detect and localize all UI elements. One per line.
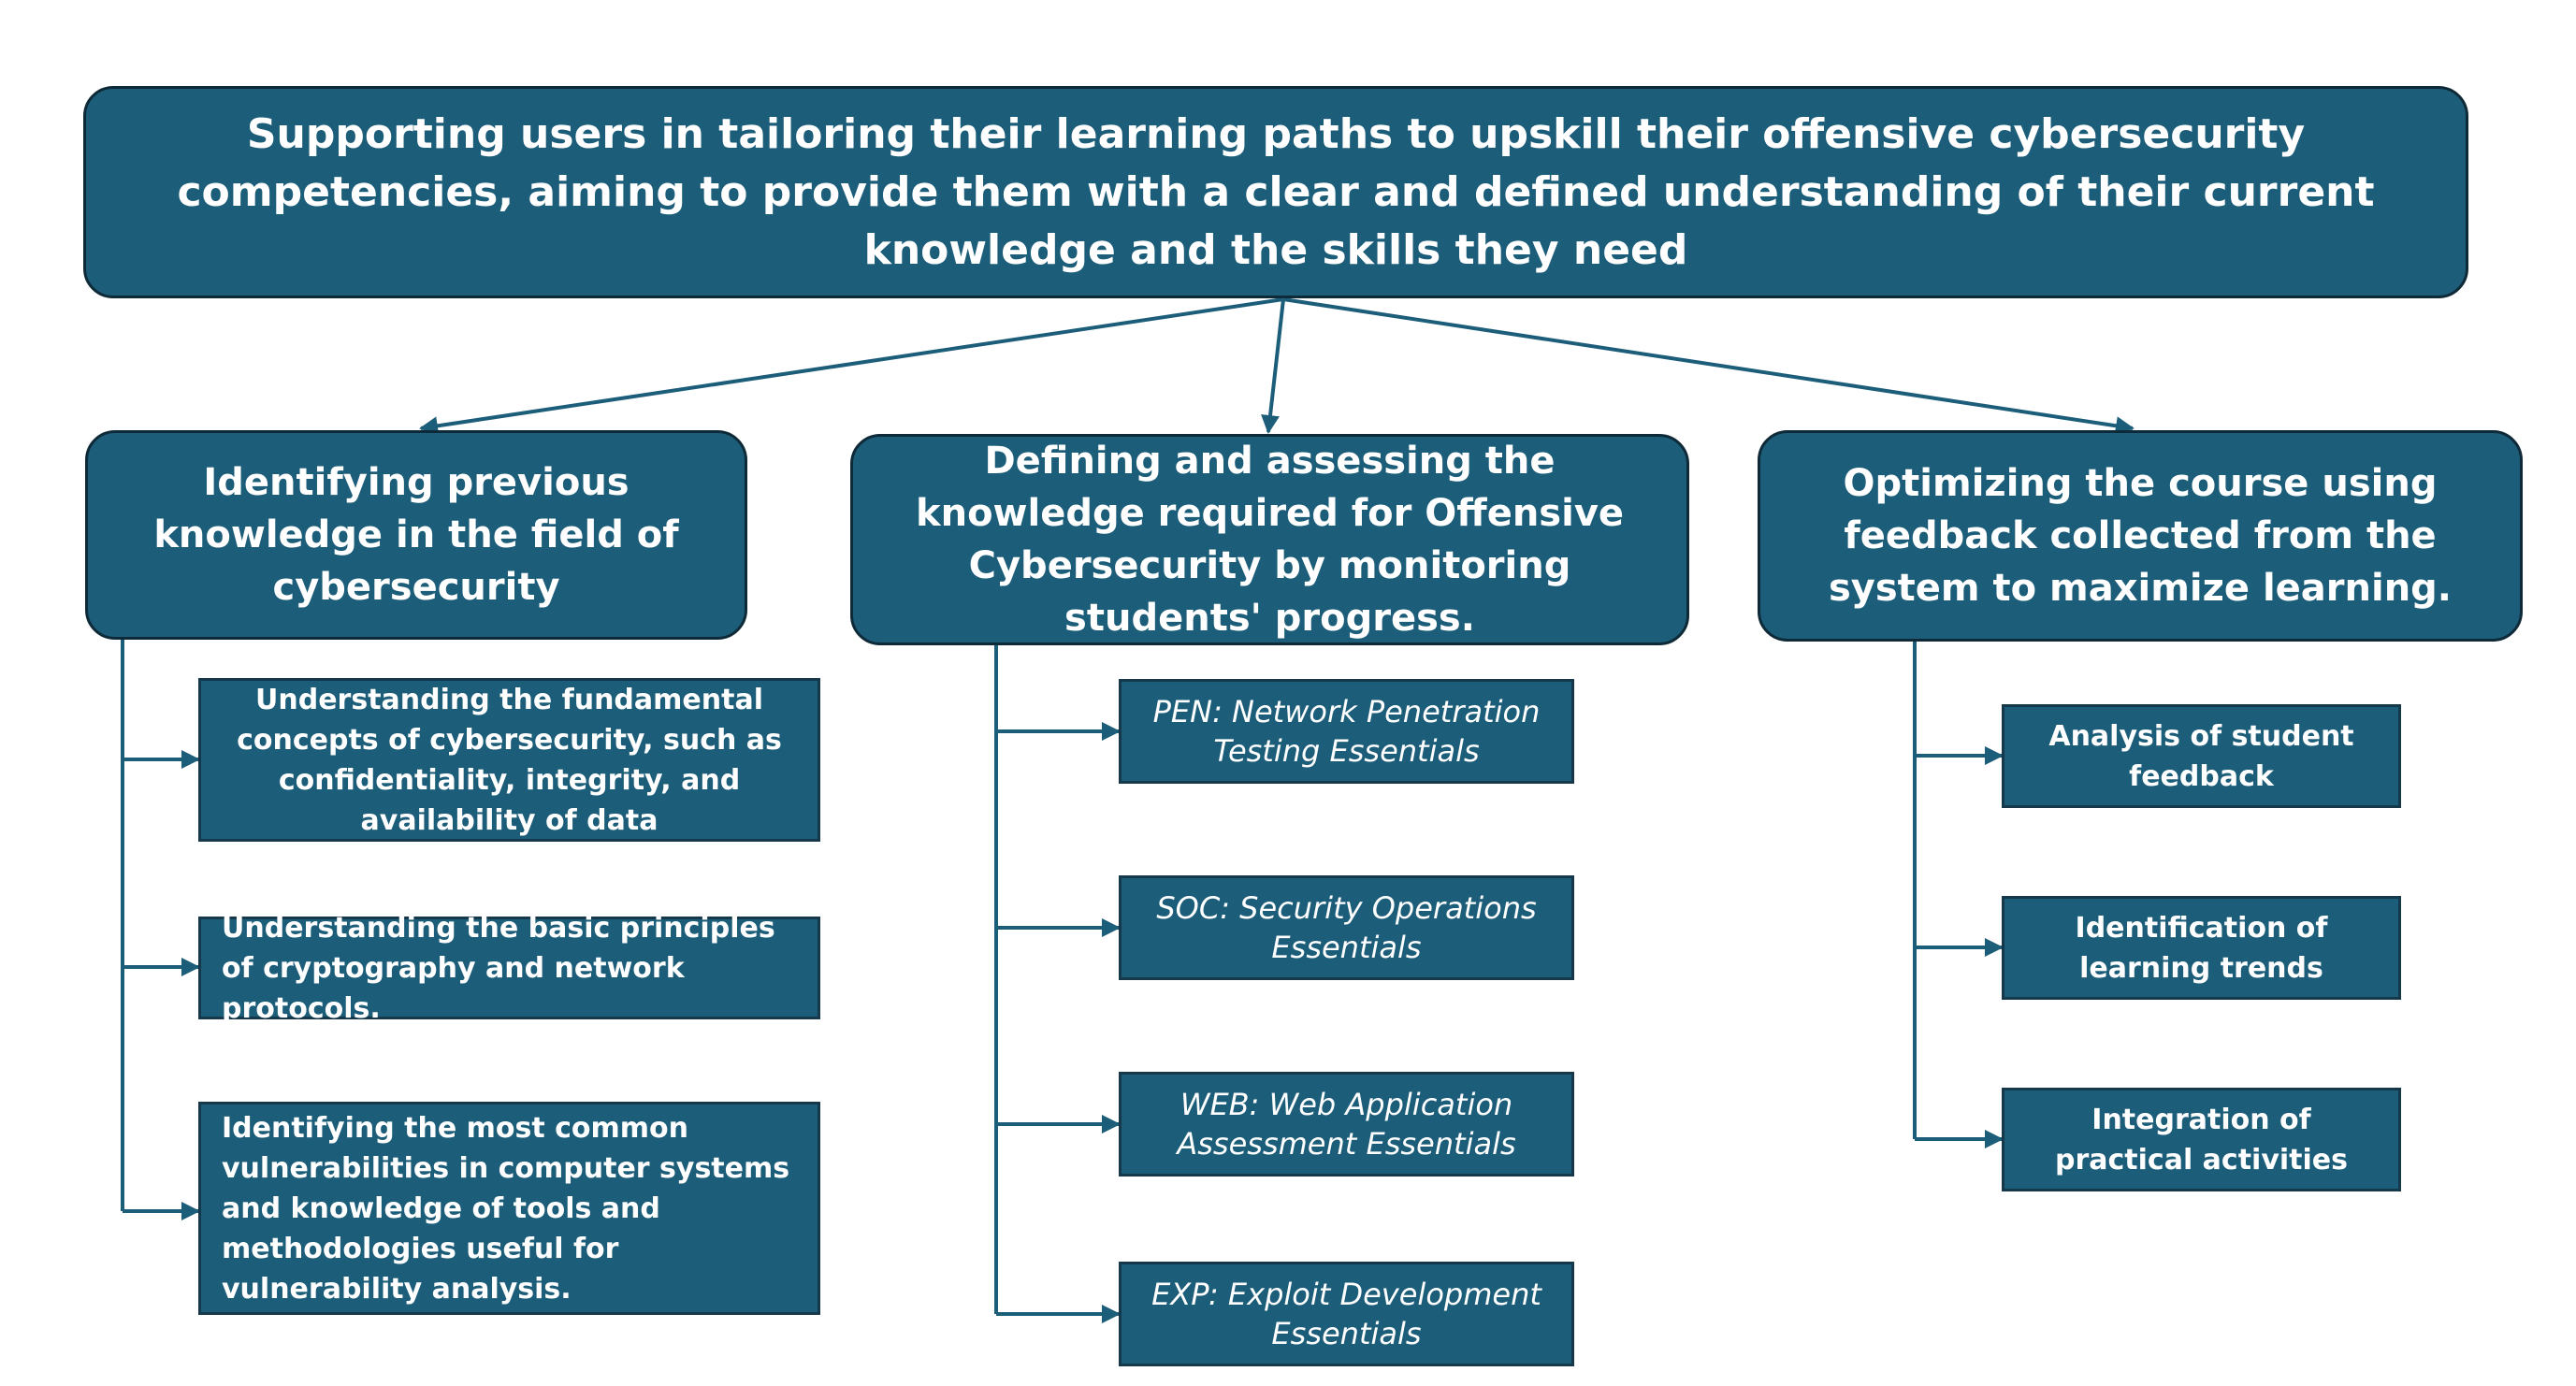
goal-box: Supporting users in tailoring their lear… <box>83 86 2468 298</box>
category-title: Identifying previous knowledge in the fi… <box>153 461 679 609</box>
list-item-vulnerabilities: Identifying the most common vulnerabilit… <box>198 1102 820 1315</box>
arrow-goal-to-col3 <box>1282 297 2135 436</box>
list-item-text: EXP: Exploit Development Essentials <box>1151 1277 1541 1351</box>
list-item-text: Integration of practical activities <box>2055 1103 2348 1177</box>
category-title: Optimizing the course using feedback col… <box>1828 462 2453 610</box>
arrow-goal-to-col1 <box>419 297 1284 436</box>
list-item-text: Understanding the fundamental concepts o… <box>237 683 782 837</box>
category-box-assessing-knowledge: Defining and assessing the knowledge req… <box>850 434 1689 645</box>
list-item-text: SOC: Security Operations Essentials <box>1156 890 1537 965</box>
list-item-text: Analysis of student feedback <box>2048 719 2354 793</box>
list-item-cryptography: Understanding the basic principles of cr… <box>198 912 820 1025</box>
list-item-text: WEB: Web Application Assessment Essentia… <box>1177 1087 1516 1162</box>
list-item-fundamental-concepts: Understanding the fundamental concepts o… <box>198 678 820 842</box>
arrow-goal-to-col2 <box>1261 298 1285 434</box>
list-item-soc: SOC: Security Operations Essentials <box>1119 875 1574 980</box>
goal-text: Supporting users in tailoring their lear… <box>177 109 2375 274</box>
category-box-previous-knowledge: Identifying previous knowledge in the fi… <box>85 430 747 640</box>
list-item-text: Identifying the most common vulnerabilit… <box>222 1111 790 1306</box>
list-item-exp: EXP: Exploit Development Essentials <box>1119 1262 1574 1366</box>
category-title: Defining and assessing the knowledge req… <box>915 440 1625 640</box>
list-item-learning-trends: Identification of learning trends <box>2002 896 2401 1000</box>
list-item-practical-activities: Integration of practical activities <box>2002 1088 2401 1191</box>
category-box-optimizing-course: Optimizing the course using feedback col… <box>1758 430 2523 642</box>
list-item-pen: PEN: Network Penetration Testing Essenti… <box>1119 679 1574 784</box>
list-item-web: WEB: Web Application Assessment Essentia… <box>1119 1072 1574 1177</box>
list-item-text: PEN: Network Penetration Testing Essenti… <box>1152 694 1541 769</box>
list-item-text: Understanding the basic principles of cr… <box>222 911 775 1025</box>
list-item-student-feedback: Analysis of student feedback <box>2002 704 2401 808</box>
list-item-text: Identification of learning trends <box>2075 911 2328 985</box>
